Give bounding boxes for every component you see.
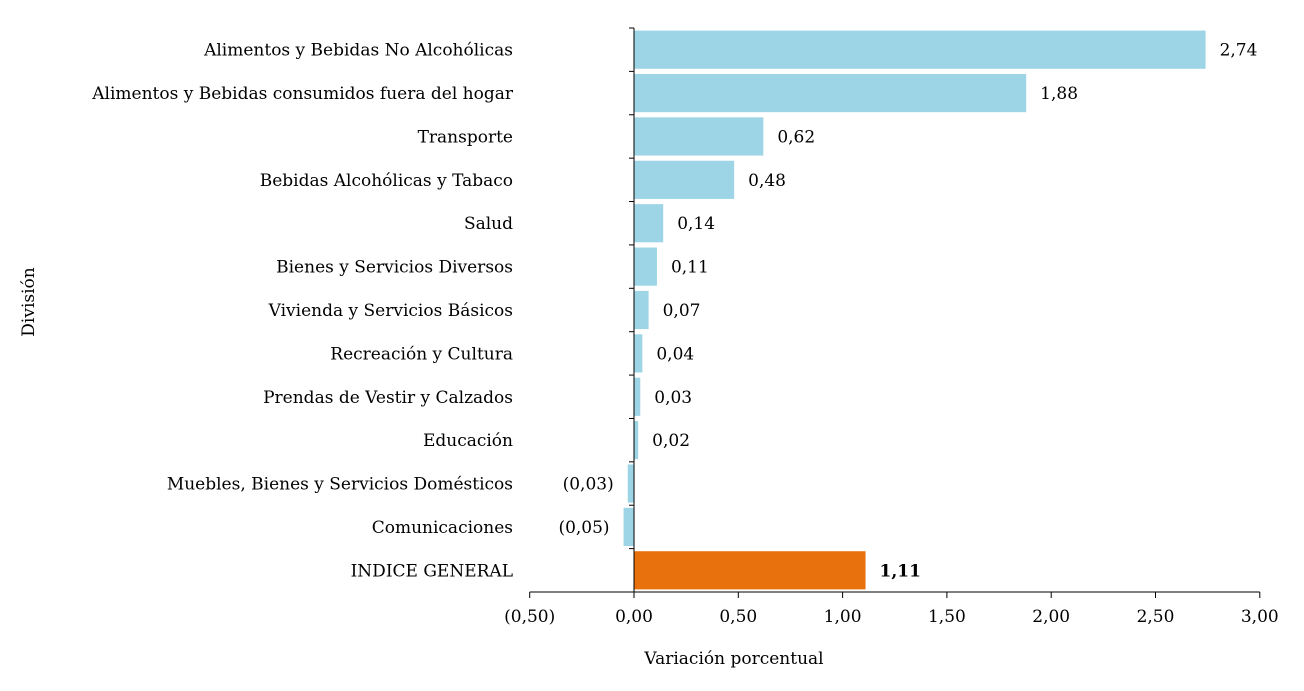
category-label: Muebles, Bienes y Servicios Domésticos xyxy=(167,475,513,495)
x-axis-title: Variación porcentual xyxy=(643,649,823,669)
category-label: Bebidas Alcohólicas y Tabaco xyxy=(260,171,513,191)
category-label: Alimentos y Bebidas No Alcohólicas xyxy=(203,41,513,61)
data-label: 0,62 xyxy=(777,127,815,147)
bar xyxy=(634,160,735,199)
y-axis-title: División xyxy=(19,267,39,337)
data-label: 2,74 xyxy=(1220,41,1258,61)
x-tick-label: 3,00 xyxy=(1241,607,1279,627)
data-label: 1,11 xyxy=(880,561,921,581)
x-tick-label: 0,00 xyxy=(615,607,653,627)
bar xyxy=(634,377,641,416)
data-label: 0,07 xyxy=(663,301,701,321)
data-label: 1,88 xyxy=(1040,84,1078,104)
bar xyxy=(634,73,1027,113)
category-label: Prendas de Vestir y Calzados xyxy=(263,388,513,408)
bar xyxy=(634,290,649,330)
data-label: 0,02 xyxy=(652,431,690,451)
x-tick-label: 0,50 xyxy=(719,607,757,627)
x-tick-label: 2,00 xyxy=(1032,607,1070,627)
data-label: 0,04 xyxy=(656,344,694,364)
bar xyxy=(627,464,634,503)
category-label: Comunicaciones xyxy=(372,518,513,538)
category-label: Alimentos y Bebidas consumidos fuera del… xyxy=(91,84,514,104)
category-label: Vivienda y Servicios Básicos xyxy=(268,301,513,321)
data-label: 0,14 xyxy=(677,214,715,234)
data-label: 0,11 xyxy=(671,258,709,278)
bar xyxy=(634,247,657,286)
category-label: Educación xyxy=(423,431,513,451)
data-label: (0,03) xyxy=(563,475,614,495)
bar xyxy=(634,30,1206,69)
x-tick-label: (0,50) xyxy=(504,607,555,627)
bar xyxy=(634,551,866,590)
bar xyxy=(634,421,639,460)
x-tick-label: 1,50 xyxy=(928,607,966,627)
data-label: 0,48 xyxy=(748,171,786,191)
bar xyxy=(634,334,643,373)
bar xyxy=(634,204,664,243)
x-tick-label: 1,00 xyxy=(824,607,862,627)
data-label: 0,03 xyxy=(654,388,692,408)
category-label: Bienes y Servicios Diversos xyxy=(276,258,513,278)
category-label: INDICE GENERAL xyxy=(351,561,513,581)
category-label: Salud xyxy=(464,214,513,234)
x-tick-label: 2,50 xyxy=(1137,607,1175,627)
bar xyxy=(634,117,764,156)
data-label: (0,05) xyxy=(558,518,609,538)
category-label: Transporte xyxy=(418,127,513,147)
category-label: Recreación y Cultura xyxy=(330,344,513,364)
bar xyxy=(623,507,634,547)
